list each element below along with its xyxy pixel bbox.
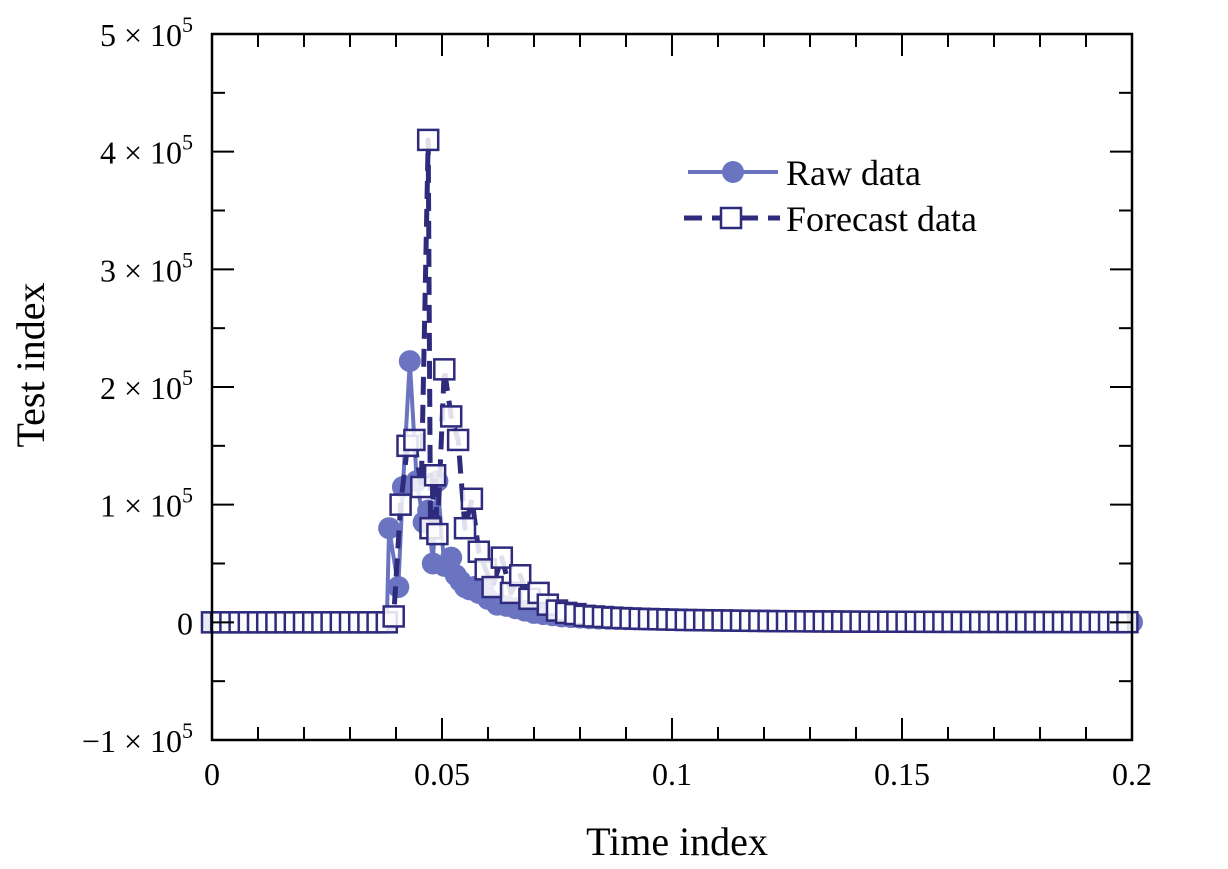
data-point	[440, 546, 463, 569]
series-line	[212, 137, 1128, 625]
data-point	[378, 517, 401, 540]
data-point	[416, 128, 440, 152]
legend-forecast-marker	[719, 206, 743, 230]
data-point	[426, 522, 449, 546]
data-point	[433, 358, 456, 381]
x-tick-label: 0.1	[652, 756, 692, 792]
data-point	[387, 576, 410, 599]
plot-frame	[210, 32, 1134, 742]
x-tick-label: 0	[204, 756, 220, 792]
data-point	[490, 546, 514, 569]
y-axis-label: Test index	[8, 283, 53, 448]
data-point	[389, 493, 412, 516]
y-tick-label: 2 × 105	[100, 365, 193, 406]
y-tick-label: 4 × 105	[100, 130, 193, 171]
series-layer	[200, 128, 1143, 634]
legend-raw-marker	[722, 161, 744, 183]
series-line	[212, 359, 1133, 625]
x-tick-label: 0.05	[414, 756, 470, 792]
legend: Raw data Forecast data	[684, 153, 977, 239]
data-point	[403, 428, 426, 452]
data-point	[446, 428, 470, 452]
y-tick-label: −1 × 105	[82, 718, 193, 759]
x-tick-label: 0.2	[1112, 756, 1152, 792]
legend-raw-label: Raw data	[786, 153, 921, 193]
data-point	[398, 350, 421, 373]
y-tick-label: 5 × 105	[100, 12, 193, 53]
data-point	[382, 605, 405, 628]
y-tick-label: 3 × 105	[100, 247, 193, 288]
x-tick-label: 0.15	[874, 756, 930, 792]
series-forecast-data	[200, 128, 1139, 634]
data-point	[481, 575, 504, 599]
data-point	[508, 564, 532, 587]
legend-item-raw-data: Raw data	[688, 153, 921, 193]
x-axis-label: Time index	[586, 819, 768, 864]
data-point	[439, 405, 463, 428]
data-point	[460, 487, 484, 511]
data-point	[423, 464, 447, 487]
tick-layer: 0 0.05 0.1 0.15 0.2 −1 × 105 0 1 × 105 2 × 105 3 …	[82, 12, 1152, 792]
data-point	[453, 516, 477, 540]
legend-forecast-label: Forecast data	[786, 199, 977, 239]
legend-item-forecast-data: Forecast data	[684, 199, 977, 239]
y-tick-label: 1 × 105	[100, 483, 193, 524]
series-raw-data	[201, 350, 1143, 634]
y-tick-label: 0	[177, 605, 193, 641]
